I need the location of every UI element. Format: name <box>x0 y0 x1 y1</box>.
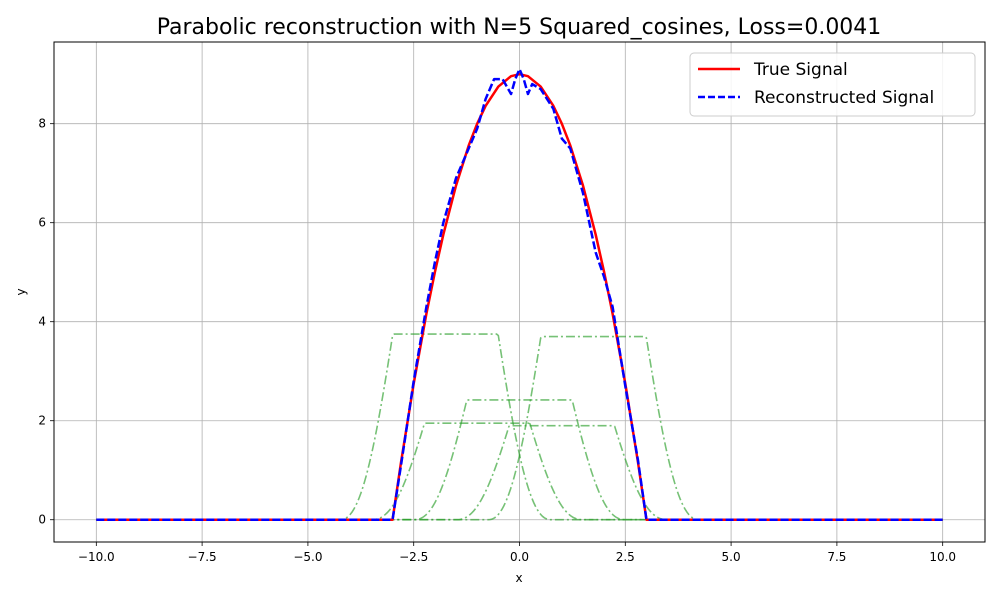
y-tick-label: 2 <box>38 414 46 428</box>
x-tick-label: 10.0 <box>929 550 956 564</box>
x-tick-label: −10.0 <box>78 550 115 564</box>
component-basis-line <box>96 399 943 521</box>
x-tick-label: −7.5 <box>188 550 217 564</box>
y-tick-label: 4 <box>38 315 46 329</box>
y-tick-label: 6 <box>38 216 46 230</box>
x-tick-label: −2.5 <box>399 550 428 564</box>
y-axis-label: y <box>14 288 28 295</box>
y-tick-label: 0 <box>38 513 46 527</box>
y-axis-ticks: 0 2 4 6 8 <box>38 117 54 527</box>
component-basis-line <box>96 422 943 521</box>
legend-box <box>689 52 976 117</box>
component-basis-line <box>96 424 943 521</box>
reconstructed-signal-line <box>96 67 943 521</box>
legend-label-reconstructed-signal: Reconstructed Signal <box>754 88 934 108</box>
y-tick-label: 8 <box>38 117 46 131</box>
component-basis-line <box>96 333 943 521</box>
x-axis-label: x <box>515 571 522 585</box>
legend: True Signal Reconstructed Signal <box>689 52 976 117</box>
x-tick-label: 2.5 <box>616 550 635 564</box>
legend-label-true-signal: True Signal <box>753 60 848 80</box>
x-tick-label: 7.5 <box>827 550 846 564</box>
component-basis-line <box>96 335 943 521</box>
chart-title: Parabolic reconstruction with N=5 Square… <box>157 15 882 40</box>
x-axis-ticks: −10.0 −7.5 −5.0 −2.5 0.0 2.5 5.0 7.5 10.0 <box>78 542 956 564</box>
x-tick-label: 5.0 <box>722 550 741 564</box>
x-tick-label: −5.0 <box>293 550 322 564</box>
x-tick-label: 0.0 <box>510 550 529 564</box>
plot-area <box>96 67 943 521</box>
